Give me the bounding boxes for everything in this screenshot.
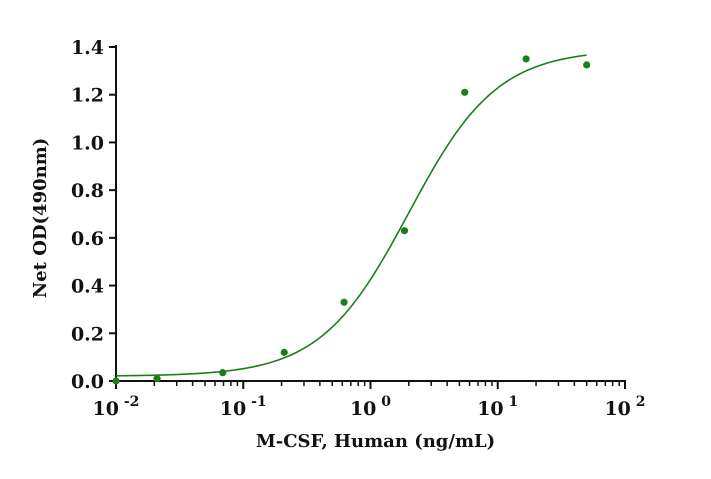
y-tick-label: 0.4 (71, 276, 104, 298)
x-tick-exponent: 0 (376, 394, 391, 410)
x-tick-exponent: 2 (631, 394, 646, 410)
axes (115, 45, 626, 382)
y-tick-label: 1.2 (71, 85, 104, 107)
data-point (219, 369, 227, 377)
x-tick-exponent: 1 (504, 394, 519, 410)
x-tick-base: 10 (350, 398, 376, 420)
x-tick-label: 10 2 (604, 394, 645, 420)
data-point (280, 348, 288, 356)
data-point (583, 61, 591, 69)
x-tick-label: 10 -2 (93, 394, 140, 420)
x-tick-base: 10 (220, 398, 246, 420)
data-point (153, 375, 161, 383)
x-tick-exponent: -1 (246, 394, 266, 410)
fit-curve (115, 54, 587, 377)
data-point (522, 55, 530, 63)
x-tick-label: 10 -1 (220, 394, 267, 420)
y-tick-label: 0.0 (71, 371, 104, 393)
x-tick-base: 10 (93, 398, 119, 420)
x-tick-base: 10 (604, 398, 630, 420)
data-points (112, 55, 591, 385)
x-tick-label: 10 1 (477, 394, 518, 420)
x-tick-exponent: -2 (119, 394, 139, 410)
x-axis-title: M-CSF, Human (ng/mL) (256, 431, 495, 452)
y-tick-label: 0.6 (71, 228, 104, 250)
tick-labels: 0.00.20.40.60.81.01.21.410 -2 10 -1 10 0 10… (71, 37, 646, 420)
y-tick-label: 1.0 (71, 132, 104, 154)
data-point (340, 298, 348, 306)
data-point (112, 377, 120, 385)
data-point (400, 227, 409, 235)
y-tick-label: 0.2 (71, 323, 104, 345)
data-point (461, 88, 469, 96)
tick-marks (109, 46, 626, 389)
y-axis-title: Net OD(490nm) (30, 138, 51, 299)
y-tick-label: 0.8 (71, 180, 104, 202)
x-tick-label: 10 0 (350, 394, 391, 420)
x-tick-base: 10 (477, 398, 503, 420)
y-tick-label: 1.4 (71, 37, 104, 59)
